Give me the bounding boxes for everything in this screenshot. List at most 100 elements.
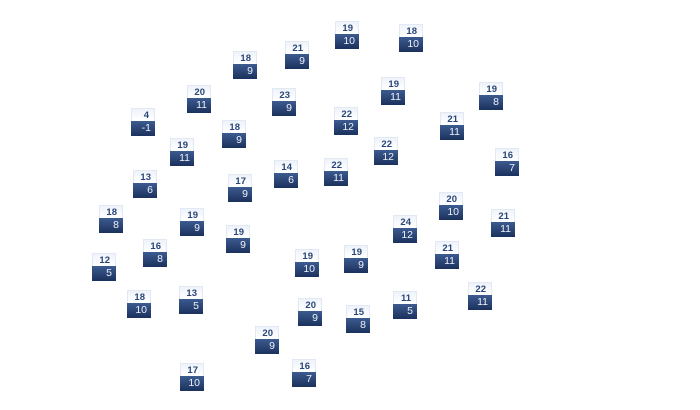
low-temp: 8 — [143, 252, 167, 267]
station-marker[interactable]: 4 -1 — [131, 108, 155, 136]
low-temp: 11 — [324, 171, 348, 186]
station-marker[interactable]: 19 9 — [226, 225, 250, 253]
station-marker[interactable]: 16 8 — [143, 239, 167, 267]
station-marker[interactable]: 20 9 — [298, 298, 322, 326]
station-marker[interactable]: 19 8 — [479, 82, 503, 110]
high-temp: 20 — [439, 192, 463, 205]
low-temp: 10 — [295, 262, 319, 277]
station-marker[interactable]: 20 11 — [187, 85, 211, 113]
high-temp: 12 — [92, 253, 116, 266]
station-marker[interactable]: 21 11 — [435, 241, 459, 269]
low-temp: 11 — [170, 151, 194, 166]
station-marker[interactable]: 18 10 — [399, 24, 423, 52]
station-marker[interactable]: 19 10 — [335, 21, 359, 49]
high-temp: 23 — [272, 88, 296, 101]
station-marker[interactable]: 18 9 — [233, 51, 257, 79]
high-temp: 19 — [479, 82, 503, 95]
low-temp: 9 — [228, 187, 252, 202]
low-temp: 10 — [127, 303, 151, 318]
high-temp: 16 — [292, 359, 316, 372]
station-marker[interactable]: 17 9 — [228, 174, 252, 202]
low-temp: 5 — [179, 299, 203, 314]
low-temp: 6 — [274, 173, 298, 188]
station-marker[interactable]: 22 11 — [324, 158, 348, 186]
station-marker[interactable]: 17 10 — [180, 363, 204, 391]
station-marker[interactable]: 19 11 — [170, 138, 194, 166]
low-temp: 9 — [222, 133, 246, 148]
high-temp: 16 — [143, 239, 167, 252]
station-marker[interactable]: 11 5 — [393, 291, 417, 319]
high-temp: 20 — [187, 85, 211, 98]
high-temp: 19 — [170, 138, 194, 151]
high-temp: 17 — [180, 363, 204, 376]
station-marker[interactable]: 22 12 — [334, 107, 358, 135]
station-marker[interactable]: 19 9 — [344, 245, 368, 273]
low-temp: 9 — [233, 64, 257, 79]
station-marker[interactable]: 19 11 — [381, 77, 405, 105]
high-temp: 18 — [222, 120, 246, 133]
station-marker[interactable]: 13 6 — [133, 170, 157, 198]
station-marker[interactable]: 22 11 — [468, 282, 492, 310]
low-temp: 9 — [255, 339, 279, 354]
station-marker[interactable]: 19 9 — [180, 208, 204, 236]
station-marker[interactable]: 20 10 — [439, 192, 463, 220]
low-temp: 11 — [440, 125, 464, 140]
low-temp: 5 — [393, 304, 417, 319]
station-marker[interactable]: 16 7 — [292, 359, 316, 387]
low-temp: 6 — [133, 183, 157, 198]
station-marker[interactable]: 21 11 — [440, 112, 464, 140]
low-temp: 7 — [292, 372, 316, 387]
high-temp: 22 — [468, 282, 492, 295]
high-temp: 18 — [399, 24, 423, 37]
low-temp: 7 — [495, 161, 519, 176]
high-temp: 19 — [226, 225, 250, 238]
low-temp: 11 — [435, 254, 459, 269]
high-temp: 22 — [334, 107, 358, 120]
station-marker[interactable]: 21 9 — [285, 41, 309, 69]
station-marker[interactable]: 18 8 — [99, 205, 123, 233]
low-temp: 10 — [399, 37, 423, 52]
low-temp: 10 — [439, 205, 463, 220]
low-temp: 12 — [393, 228, 417, 243]
high-temp: 13 — [179, 286, 203, 299]
high-temp: 20 — [255, 326, 279, 339]
low-temp: 9 — [226, 238, 250, 253]
high-temp: 21 — [440, 112, 464, 125]
station-marker[interactable]: 24 12 — [393, 215, 417, 243]
station-marker[interactable]: 21 11 — [491, 209, 515, 237]
station-marker[interactable]: 18 9 — [222, 120, 246, 148]
high-temp: 18 — [99, 205, 123, 218]
station-marker[interactable]: 20 9 — [255, 326, 279, 354]
high-temp: 15 — [346, 305, 370, 318]
low-temp: 9 — [180, 221, 204, 236]
high-temp: 11 — [393, 291, 417, 304]
station-marker[interactable]: 12 5 — [92, 253, 116, 281]
low-temp: 11 — [381, 90, 405, 105]
high-temp: 18 — [127, 290, 151, 303]
station-marker[interactable]: 22 12 — [374, 137, 398, 165]
high-temp: 16 — [495, 148, 519, 161]
station-marker[interactable]: 23 9 — [272, 88, 296, 116]
low-temp: 9 — [298, 311, 322, 326]
station-marker[interactable]: 13 5 — [179, 286, 203, 314]
low-temp: 12 — [374, 150, 398, 165]
station-marker[interactable]: 19 10 — [295, 249, 319, 277]
high-temp: 24 — [393, 215, 417, 228]
low-temp: 11 — [491, 222, 515, 237]
low-temp: 9 — [285, 54, 309, 69]
high-temp: 19 — [335, 21, 359, 34]
high-temp: 21 — [435, 241, 459, 254]
high-temp: 19 — [344, 245, 368, 258]
high-temp: 19 — [295, 249, 319, 262]
low-temp: 11 — [187, 98, 211, 113]
station-marker[interactable]: 18 10 — [127, 290, 151, 318]
station-marker[interactable]: 14 6 — [274, 160, 298, 188]
high-temp: 22 — [324, 158, 348, 171]
high-temp: 18 — [233, 51, 257, 64]
station-marker[interactable]: 15 8 — [346, 305, 370, 333]
low-temp: 9 — [344, 258, 368, 273]
high-temp: 21 — [285, 41, 309, 54]
station-marker[interactable]: 16 7 — [495, 148, 519, 176]
high-temp: 22 — [374, 137, 398, 150]
high-temp: 21 — [491, 209, 515, 222]
